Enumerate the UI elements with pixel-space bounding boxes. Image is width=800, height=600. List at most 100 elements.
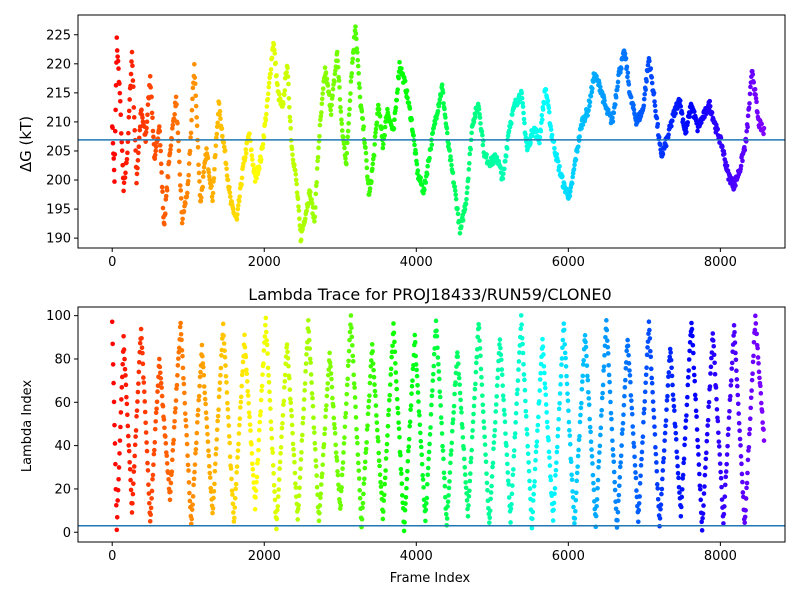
- lambda-point: [153, 410, 159, 416]
- lambda-point: [357, 495, 363, 501]
- lambda-point: [738, 454, 744, 459]
- lambda-point: [335, 469, 340, 474]
- delta-g-point: [196, 170, 202, 176]
- lambda-point: [628, 379, 633, 385]
- delta-g-point: [209, 194, 215, 200]
- delta-g-axes-frame: [77, 14, 786, 249]
- lambda-point: [381, 498, 387, 503]
- lambda-point: [187, 490, 192, 496]
- lambda-point: [253, 488, 259, 493]
- delta-g-point: [224, 173, 230, 178]
- delta-g-point: [375, 102, 381, 108]
- lambda-point: [518, 326, 524, 332]
- lambda-point: [526, 460, 531, 465]
- lambda-point: [618, 453, 624, 459]
- lambda-point: [404, 476, 410, 482]
- delta-g-point: [210, 198, 215, 204]
- delta-g-point: [239, 182, 244, 187]
- lambda-point: [448, 452, 454, 457]
- delta-g-point: [419, 182, 425, 188]
- lambda-point: [364, 440, 369, 445]
- lambda-point: [366, 398, 372, 404]
- lambda-point: [607, 379, 612, 385]
- delta-g-point: [339, 117, 344, 122]
- lambda-point: [629, 405, 635, 411]
- lambda-point: [345, 376, 350, 382]
- lambda-point: [708, 364, 714, 370]
- lambda-point: [222, 354, 228, 360]
- lambda-point: [654, 482, 660, 487]
- delta-g-point: [448, 154, 453, 159]
- lambda-point: [151, 451, 157, 457]
- delta-g-point: [192, 81, 198, 87]
- delta-g-point: [214, 124, 220, 130]
- delta-g-point: [413, 147, 418, 153]
- lambda-point: [700, 511, 706, 516]
- lambda-point: [753, 313, 758, 319]
- lambda-point: [429, 393, 435, 399]
- lambda-point: [212, 468, 218, 474]
- lambda-point: [524, 431, 530, 437]
- lambda-point: [252, 507, 258, 512]
- lambda-point: [502, 419, 508, 425]
- delta-g-y-tick-label: 210: [46, 115, 71, 130]
- lambda-point: [171, 424, 177, 430]
- lambda-point: [187, 498, 193, 504]
- delta-g-point: [382, 124, 388, 130]
- delta-g-point: [330, 93, 335, 98]
- delta-g-point: [651, 90, 657, 96]
- lambda-point: [705, 423, 710, 428]
- lambda-point: [738, 443, 743, 448]
- lambda-point: [113, 461, 118, 467]
- lambda-point: [460, 425, 465, 430]
- lambda-point: [683, 425, 688, 430]
- lambda-point: [141, 375, 146, 380]
- lambda-point: [445, 499, 451, 505]
- delta-g-x-tick-label: 4000: [400, 255, 433, 270]
- lambda-point: [146, 491, 152, 496]
- delta-g-point: [309, 197, 314, 202]
- lambda-point: [343, 410, 349, 416]
- lambda-point: [661, 456, 667, 461]
- lambda-point: [683, 418, 689, 423]
- lambda-point: [716, 439, 722, 444]
- delta-g-point: [370, 161, 376, 167]
- delta-g-point: [641, 103, 647, 109]
- lambda-point: [406, 448, 411, 454]
- lambda-point: [244, 367, 249, 373]
- lambda-point: [205, 439, 211, 444]
- delta-g-point: [325, 83, 331, 88]
- lambda-point: [382, 481, 388, 487]
- delta-g-point: [344, 140, 350, 146]
- lambda-point: [344, 391, 350, 397]
- lambda-point: [178, 331, 184, 337]
- lambda-point: [297, 485, 302, 491]
- delta-g-point: [407, 106, 413, 111]
- lambda-point: [466, 494, 472, 499]
- lambda-point: [758, 391, 764, 396]
- delta-g-point: [695, 128, 700, 134]
- lambda-point: [323, 414, 328, 420]
- lambda-point: [633, 470, 638, 475]
- delta-g-point: [190, 96, 195, 102]
- delta-g-point: [112, 179, 117, 184]
- delta-g-point: [190, 85, 196, 91]
- lambda-point: [743, 496, 749, 501]
- lambda-y-tick-label: 20: [54, 482, 71, 497]
- delta-g-point: [243, 151, 249, 156]
- lambda-point: [111, 399, 117, 405]
- delta-g-point: [119, 148, 125, 153]
- lambda-point: [689, 326, 695, 332]
- lambda-point: [281, 385, 287, 390]
- delta-g-point: [152, 156, 158, 161]
- delta-g-point: [189, 107, 195, 113]
- lambda-point: [406, 436, 412, 442]
- delta-g-point: [545, 98, 551, 103]
- delta-g-point: [296, 204, 301, 209]
- lambda-point: [232, 495, 238, 501]
- delta-g-point: [303, 216, 308, 222]
- lambda-point: [761, 427, 766, 432]
- lambda-point: [703, 456, 709, 462]
- delta-g-point: [347, 98, 353, 104]
- lambda-point: [734, 377, 740, 382]
